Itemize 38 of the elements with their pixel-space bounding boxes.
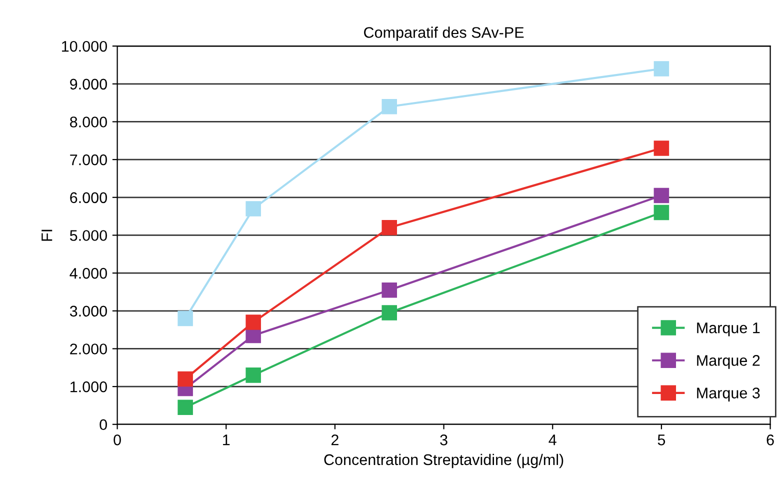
y-tick-label: 7.000	[70, 154, 107, 166]
y-tick-label: 5.000	[70, 230, 107, 241]
y-tick-label: 1.000	[70, 381, 107, 392]
y-tick-label: 3.000	[70, 306, 107, 317]
y-axis-title: FI	[42, 230, 52, 241]
x-tick-label: 0	[114, 434, 121, 446]
y-tick-label: 0	[100, 419, 107, 430]
legend-label: Marque 2	[697, 355, 760, 369]
y-tick-label: 4.000	[70, 268, 107, 279]
legend-label: Marque 1	[697, 322, 760, 336]
point	[178, 400, 193, 415]
y-tick-label: 9.000	[70, 78, 107, 90]
point	[246, 314, 261, 330]
x-tick-label: 6	[766, 434, 774, 446]
point	[382, 220, 398, 236]
x-tick-label: 3	[440, 434, 448, 446]
chart-title: Comparatif des SAv-PE	[364, 26, 524, 41]
point	[382, 282, 398, 298]
point	[654, 188, 670, 204]
y-tick-label: 8.000	[70, 116, 107, 128]
point	[246, 201, 261, 216]
point	[654, 204, 670, 220]
y-tick-label: 2.000	[70, 344, 107, 354]
x-tick-label: 4	[548, 434, 556, 446]
x-tick-label: 2	[331, 434, 338, 446]
y-tick-label: 6.000	[70, 192, 107, 204]
point	[246, 368, 261, 383]
point	[178, 371, 193, 387]
legend-label: Marque 3	[697, 388, 760, 402]
point	[382, 98, 398, 114]
point	[654, 140, 670, 156]
point	[178, 310, 193, 326]
point	[382, 305, 398, 320]
x-tick-label: 1	[223, 434, 230, 446]
x-axis-title: Concentration Streptavidine (µg/ml)	[324, 454, 564, 468]
point	[654, 61, 670, 76]
y-tick-label: 10.000	[62, 40, 107, 52]
x-tick-label: 5	[658, 434, 666, 446]
